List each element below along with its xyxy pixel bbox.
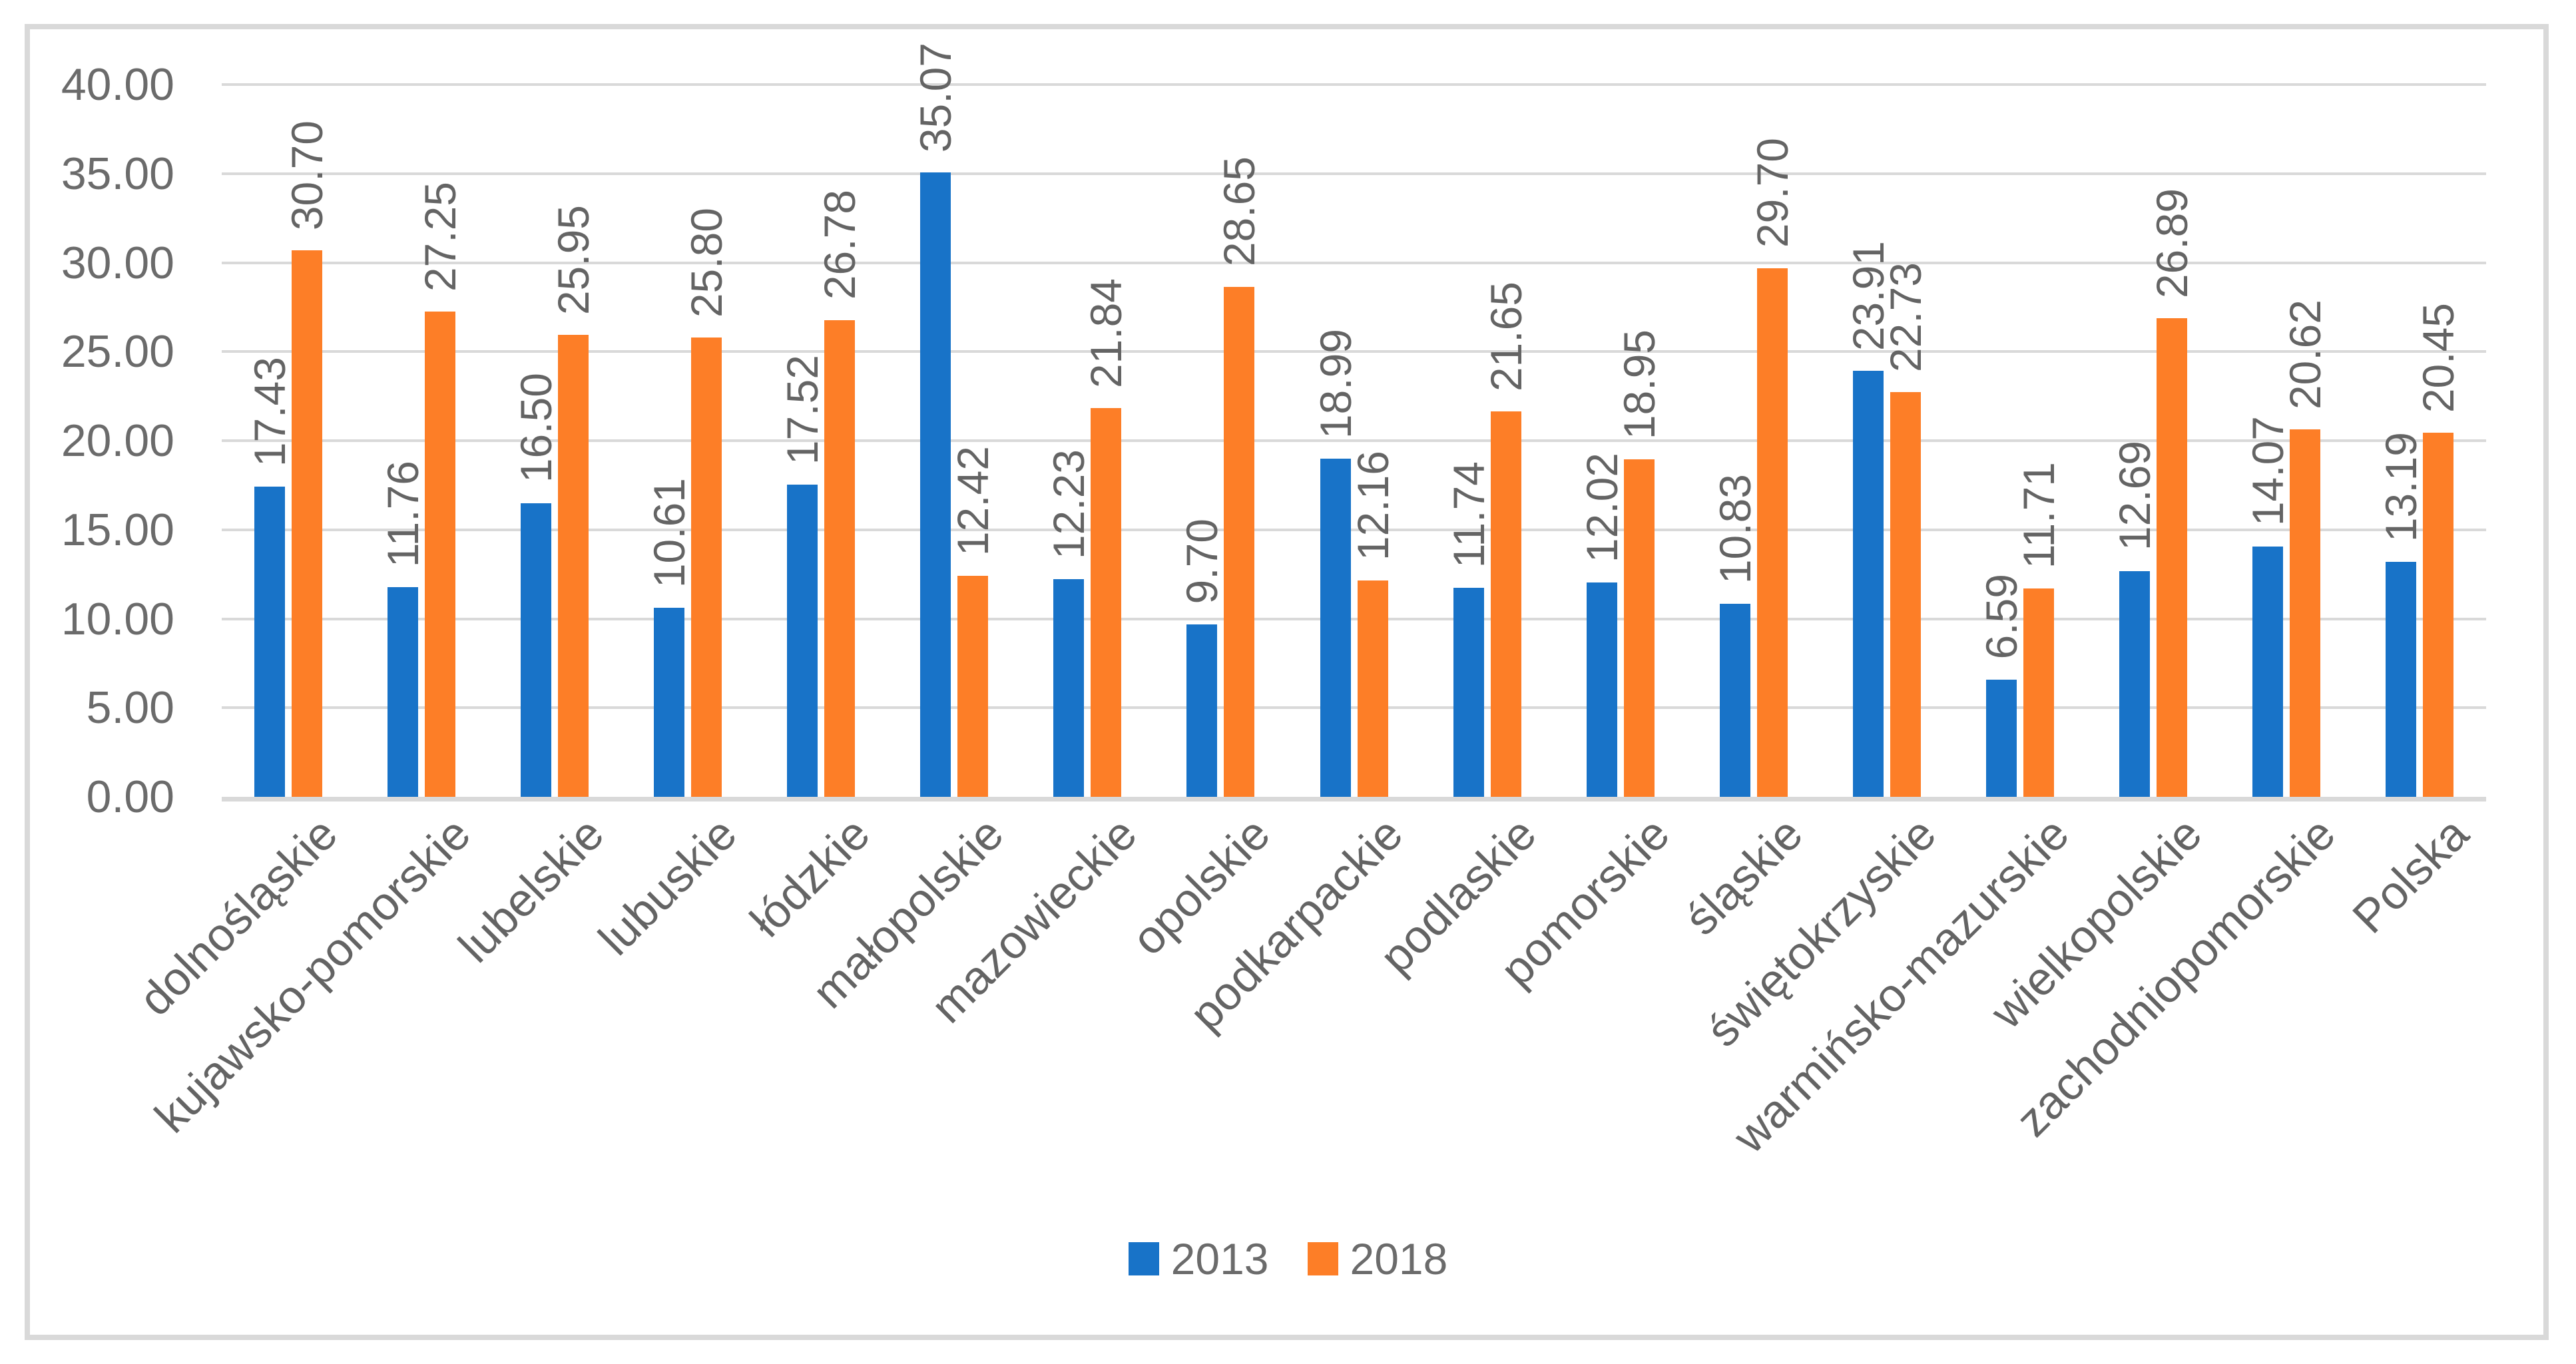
bar-2018 — [1490, 411, 1521, 797]
data-label-2018: 27.25 — [415, 181, 465, 292]
y-tick-label: 20.00 — [61, 415, 174, 466]
gridline — [222, 439, 2486, 442]
data-label-2018: 30.70 — [282, 120, 332, 230]
bar-2018 — [957, 575, 989, 797]
bar-2018 — [1890, 391, 1921, 797]
data-label-2018: 20.45 — [2413, 302, 2463, 413]
bar-2013 — [654, 608, 685, 797]
bar-2013 — [2252, 546, 2283, 797]
legend-label-2018: 2018 — [1350, 1234, 1448, 1283]
bar-2013 — [2385, 562, 2416, 797]
gridline — [222, 83, 2486, 86]
data-label-2018: 12.16 — [1348, 450, 1398, 561]
data-label-2013: 12.23 — [1044, 449, 1094, 559]
y-tick-label: 15.00 — [61, 504, 174, 555]
bar-2018 — [2156, 318, 2187, 797]
data-label-2018: 26.78 — [815, 190, 865, 300]
data-label-2018: 21.84 — [1081, 278, 1131, 388]
data-label-2013: 11.76 — [378, 461, 428, 568]
data-label-2018: 21.65 — [1481, 281, 1531, 391]
y-tick-label: 10.00 — [61, 593, 174, 644]
bar-2018 — [1623, 459, 1655, 797]
bar-2018 — [1357, 580, 1388, 797]
gridline — [222, 172, 2486, 175]
data-label-2013: 12.69 — [2109, 441, 2159, 551]
bar-2018 — [292, 250, 323, 797]
bar-2013 — [1586, 582, 1617, 797]
bar-2013 — [1852, 371, 1884, 797]
data-label-2013: 10.61 — [644, 478, 694, 588]
data-label-2018: 25.95 — [549, 204, 599, 315]
data-label-2013: 18.99 — [1310, 328, 1360, 439]
x-tick-label: świętokrzyskie — [1696, 807, 1945, 1057]
bar-2013 — [1186, 624, 1218, 797]
bar-2018 — [691, 337, 722, 797]
legend-label-2013: 2013 — [1170, 1234, 1269, 1283]
legend: 2013 2018 — [0, 1237, 2576, 1281]
data-label-2018: 20.62 — [2280, 300, 2330, 410]
bar-2013 — [1453, 587, 1484, 797]
data-label-2018: 29.70 — [1747, 138, 1797, 248]
legend-swatch-2018 — [1307, 1242, 1338, 1275]
data-label-2018: 25.80 — [682, 207, 732, 318]
bar-2013 — [2119, 570, 2150, 797]
data-label-2013: 12.02 — [1577, 453, 1627, 563]
x-tick-label: Polska — [2342, 807, 2479, 943]
y-tick-label: 40.00 — [61, 59, 174, 110]
data-label-2013: 17.43 — [245, 356, 295, 467]
bar-2018 — [2289, 429, 2320, 797]
bar-2013 — [1320, 459, 1351, 797]
bar-2018 — [2422, 432, 2453, 797]
bar-2013 — [254, 486, 286, 797]
data-label-2013: 11.74 — [1443, 461, 1493, 568]
data-label-2018: 28.65 — [1214, 156, 1264, 267]
y-tick-label: 5.00 — [86, 682, 174, 734]
bar-2013 — [787, 485, 818, 797]
data-label-2013: 35.07 — [911, 42, 961, 152]
y-tick-label: 30.00 — [61, 237, 174, 288]
legend-item-2013: 2013 — [1128, 1234, 1269, 1283]
data-label-2018: 18.95 — [1614, 329, 1664, 440]
data-label-2013: 13.19 — [2376, 432, 2426, 543]
data-label-2018: 22.73 — [1880, 262, 1930, 372]
bar-2018 — [558, 334, 589, 797]
gridline — [222, 706, 2486, 710]
x-axis-line — [222, 797, 2486, 801]
bar-2013 — [1719, 604, 1750, 797]
x-tick-label: lubelskie — [448, 807, 614, 973]
bar-2013 — [521, 503, 552, 797]
data-label-2018: 26.89 — [2147, 188, 2196, 298]
bar-2018 — [425, 312, 456, 797]
data-label-2013: 6.59 — [1976, 574, 2026, 660]
data-label-2013: 14.07 — [2242, 416, 2292, 527]
data-label-2018: 12.42 — [948, 445, 998, 556]
x-tick-label: śląskie — [1674, 807, 1812, 945]
gridline — [222, 261, 2486, 264]
gridline — [222, 350, 2486, 353]
data-label-2013: 10.83 — [1710, 474, 1760, 584]
bar-2018 — [2023, 588, 2054, 797]
x-tick-label: lubuskie — [589, 807, 747, 965]
legend-swatch-2013 — [1128, 1242, 1159, 1275]
data-label-2013: 16.50 — [511, 373, 561, 483]
y-tick-label: 25.00 — [61, 326, 174, 377]
gridline — [222, 528, 2486, 531]
data-label-2013: 9.70 — [1177, 519, 1227, 604]
y-tick-label: 35.00 — [61, 148, 174, 199]
bar-2018 — [1091, 407, 1122, 797]
bar-2013 — [387, 587, 419, 797]
bar-2013 — [1053, 578, 1085, 797]
bar-2018 — [1224, 286, 1255, 797]
gridline — [222, 617, 2486, 620]
data-label-2018: 11.71 — [2013, 461, 2063, 568]
bar-2018 — [1756, 268, 1788, 797]
y-tick-label: 0.00 — [86, 772, 174, 822]
bar-2018 — [824, 320, 856, 797]
legend-item-2018: 2018 — [1307, 1234, 1448, 1283]
bar-2013 — [920, 172, 951, 797]
data-label-2013: 17.52 — [778, 355, 828, 465]
bar-2013 — [1985, 679, 2017, 797]
